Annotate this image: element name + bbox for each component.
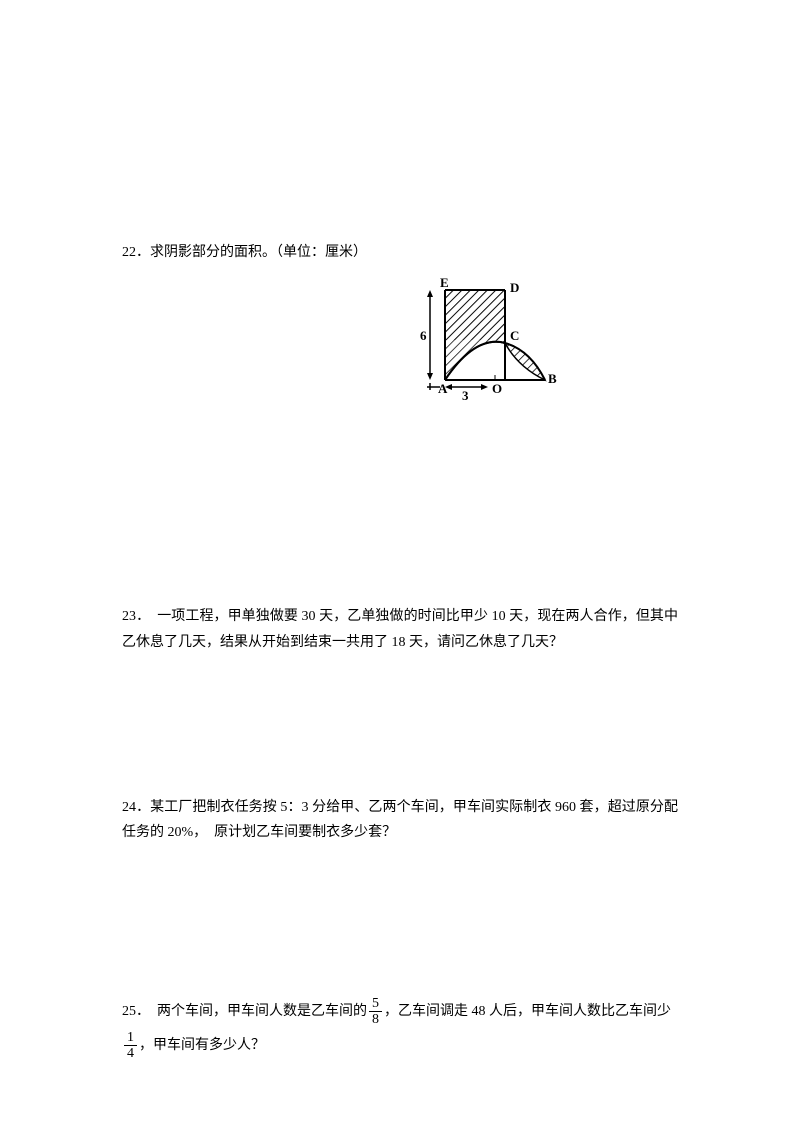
problem-22: 22．求阴影部分的面积。（单位：厘米） <box>122 240 678 424</box>
label-o: O <box>492 381 502 396</box>
fraction-1-4-num: 1 <box>124 1030 137 1046</box>
label-a: A <box>438 381 448 396</box>
geometry-figure: E D C B A O 6 3 <box>400 275 580 415</box>
fraction-1-4-den: 4 <box>124 1046 137 1061</box>
problem-24: 24．某工厂把制衣任务按 5：3 分给甲、乙两个车间，甲车间实际制衣 960 套… <box>122 795 678 845</box>
fraction-5-8: 58 <box>369 996 382 1028</box>
problem-22-number: 22． <box>122 245 150 260</box>
problem-25-part3: ，甲车间有多少人？ <box>139 1038 265 1053</box>
problem-25-part2: ，乙车间调走 48 人后，甲车间人数比乙车间少 <box>384 1004 671 1019</box>
problem-25-text: 25． 两个车间，甲车间人数是乙车间的58，乙车间调走 48 人后，甲车间人数比… <box>122 995 678 1062</box>
problem-24-text: 24．某工厂把制衣任务按 5：3 分给甲、乙两个车间，甲车间实际制衣 960 套… <box>122 795 678 845</box>
dimension-6: 6 <box>420 328 427 343</box>
problem-24-number: 24． <box>122 800 150 815</box>
problem-23-number: 23． <box>122 609 143 624</box>
fraction-5-8-den: 8 <box>369 1012 382 1027</box>
problem-23-body: 一项工程，甲单独做要 30 天，乙单独做的时间比甲少 10 天，现在两人合作，但… <box>122 609 678 649</box>
problem-25-part1: 两个车间，甲车间人数是乙车间的 <box>143 1004 367 1019</box>
problem-23-text: 23． 一项工程，甲单独做要 30 天，乙单独做的时间比甲少 10 天，现在两人… <box>122 604 678 654</box>
label-e: E <box>440 275 449 290</box>
label-c: C <box>510 328 519 343</box>
problem-25: 25． 两个车间，甲车间人数是乙车间的58，乙车间调走 48 人后，甲车间人数比… <box>122 995 678 1062</box>
problem-25-number: 25． <box>122 1004 143 1019</box>
label-d: D <box>510 280 519 295</box>
problem-24-body: 某工厂把制衣任务按 5：3 分给甲、乙两个车间，甲车间实际制衣 960 套，超过… <box>122 800 678 840</box>
problem-23: 23． 一项工程，甲单独做要 30 天，乙单独做的时间比甲少 10 天，现在两人… <box>122 604 678 654</box>
fraction-5-8-num: 5 <box>369 996 382 1012</box>
problem-22-text: 22．求阴影部分的面积。（单位：厘米） <box>122 240 678 265</box>
dimension-3: 3 <box>462 388 469 403</box>
fraction-1-4: 14 <box>124 1030 137 1062</box>
label-b: B <box>548 371 557 386</box>
problem-22-body: 求阴影部分的面积。（单位：厘米） <box>150 245 367 260</box>
problem-22-figure: E D C B A O 6 3 <box>122 275 678 424</box>
